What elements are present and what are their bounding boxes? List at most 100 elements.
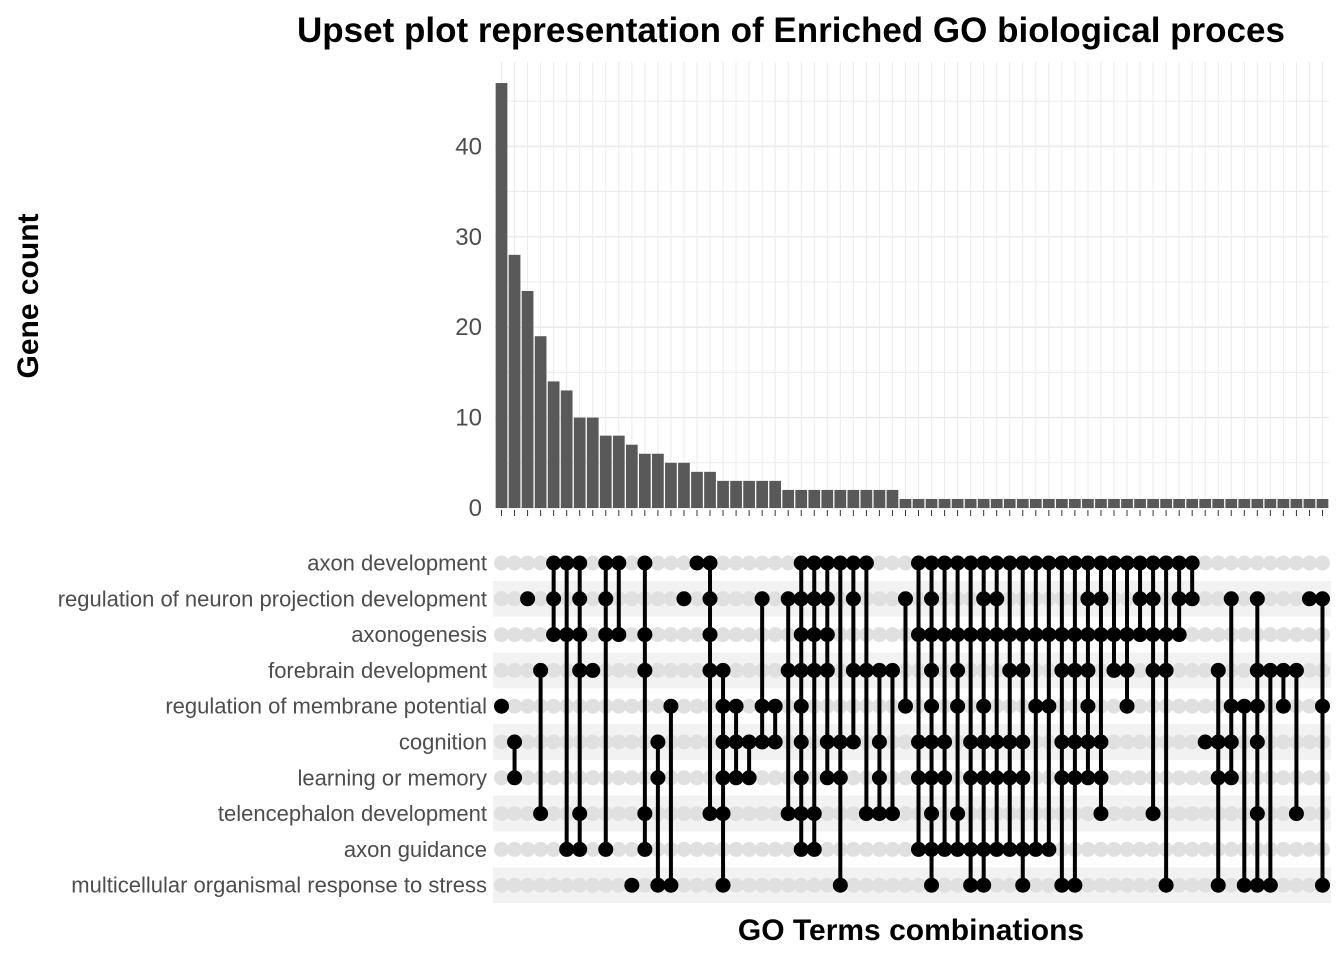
matrix-dot-inactive (1171, 841, 1187, 857)
matrix-dot-active (1275, 662, 1291, 678)
matrix-dot-active (911, 841, 927, 857)
matrix-dot-active (1041, 698, 1057, 714)
matrix-dot-inactive (1275, 877, 1291, 893)
matrix-dot-inactive (585, 877, 601, 893)
matrix-dot-active (663, 877, 679, 893)
matrix-dot-inactive (676, 627, 692, 643)
matrix-dot-inactive (689, 734, 705, 750)
matrix-dot-active (976, 698, 992, 714)
matrix-dot-active (650, 770, 666, 786)
matrix-dot-inactive (884, 627, 900, 643)
matrix-dot-active (1262, 877, 1278, 893)
matrix-dot-inactive (585, 841, 601, 857)
matrix-dot-inactive (767, 877, 783, 893)
matrix-dot-inactive (1119, 806, 1135, 822)
matrix-dot-active (1015, 877, 1031, 893)
matrix-dot-inactive (559, 877, 575, 893)
matrix-dot-active (819, 770, 835, 786)
matrix-dot-inactive (650, 627, 666, 643)
y-tick-label: 10 (455, 405, 482, 432)
matrix-dot-inactive (780, 555, 796, 571)
matrix-dot-active (845, 662, 861, 678)
matrix-dot-active (1080, 698, 1096, 714)
matrix-dot-inactive (845, 770, 861, 786)
matrix-dot-inactive (1301, 806, 1317, 822)
matrix-dot-active (963, 770, 979, 786)
matrix-dot-inactive (611, 806, 627, 822)
matrix-dot-inactive (1106, 806, 1122, 822)
matrix-dot-inactive (663, 662, 679, 678)
matrix-dot-active (976, 877, 992, 893)
matrix-dot-inactive (1301, 698, 1317, 714)
matrix-dot-active (845, 734, 861, 750)
matrix-dot-inactive (689, 877, 705, 893)
intersection-bar (1264, 498, 1277, 508)
matrix-dot-inactive (546, 662, 562, 678)
matrix-dot-active (963, 627, 979, 643)
matrix-dot-inactive (1288, 877, 1304, 893)
grid-lines (495, 62, 1329, 509)
intersection-bar (795, 489, 808, 508)
matrix-dot-inactive (494, 770, 510, 786)
matrix-dot-inactive (546, 770, 562, 786)
matrix-dot-inactive (1184, 627, 1200, 643)
y-tick-label: 0 (469, 495, 482, 522)
matrix-dot-active (819, 591, 835, 607)
matrix-dot-inactive (494, 734, 510, 750)
matrix-dot-active (911, 734, 927, 750)
matrix-dot-inactive (767, 555, 783, 571)
matrix-dot-active (637, 662, 653, 678)
matrix-dot-active (1249, 734, 1265, 750)
matrix-dot-inactive (1262, 555, 1278, 571)
matrix-dot-inactive (585, 627, 601, 643)
matrix-dot-inactive (884, 877, 900, 893)
matrix-dot-inactive (676, 555, 692, 571)
matrix-dot-inactive (1288, 591, 1304, 607)
matrix-dot-active (1197, 734, 1213, 750)
matrix-dot-inactive (1184, 698, 1200, 714)
matrix-dot-inactive (533, 627, 549, 643)
matrix-dot-inactive (1275, 841, 1291, 857)
matrix-dot-inactive (494, 591, 510, 607)
matrix-dot-active (819, 734, 835, 750)
matrix-dot-active (1132, 591, 1148, 607)
matrix-dot-active (611, 627, 627, 643)
matrix-dot-active (572, 662, 588, 678)
matrix-dot-inactive (884, 555, 900, 571)
y-axis-ticks: 0 10 20 30 40 (455, 133, 1323, 522)
matrix-dot-inactive (611, 662, 627, 678)
matrix-dot-inactive (741, 806, 757, 822)
matrix-dot-inactive (1223, 555, 1239, 571)
matrix-dot-active (1093, 627, 1109, 643)
matrix-dot-inactive (754, 877, 770, 893)
matrix-dot-active (1249, 806, 1265, 822)
intersection-bar (1212, 498, 1225, 508)
matrix-dot-active (1067, 877, 1083, 893)
matrix-dot-active (1171, 627, 1187, 643)
matrix-dot-inactive (520, 770, 536, 786)
matrix-dot-active (1249, 877, 1265, 893)
matrix-dot-inactive (1301, 627, 1317, 643)
matrix-dot-active (1119, 698, 1135, 714)
matrix-dot-active (1145, 591, 1161, 607)
matrix-dot-active (937, 734, 953, 750)
matrix-dot-active (1210, 734, 1226, 750)
matrix-dot-inactive (871, 841, 887, 857)
matrix-dot-active (1041, 555, 1057, 571)
matrix-dot-inactive (858, 877, 874, 893)
set-label: telencephalon development (218, 801, 487, 826)
matrix-dot-inactive (611, 877, 627, 893)
matrix-dot-inactive (585, 770, 601, 786)
matrix-dot-active (637, 627, 653, 643)
matrix-dot-active (1158, 877, 1174, 893)
intersection-bar (730, 480, 742, 508)
matrix-dot-active (976, 841, 992, 857)
matrix-dot-active (637, 555, 653, 571)
matrix-dot-inactive (1275, 591, 1291, 607)
matrix-dot-inactive (819, 877, 835, 893)
matrix-dot-active (1080, 662, 1096, 678)
set-label: regulation of neuron projection developm… (58, 586, 487, 611)
matrix-dot-active (1067, 734, 1083, 750)
intersection-bar (599, 435, 612, 508)
matrix-dot-inactive (871, 555, 887, 571)
